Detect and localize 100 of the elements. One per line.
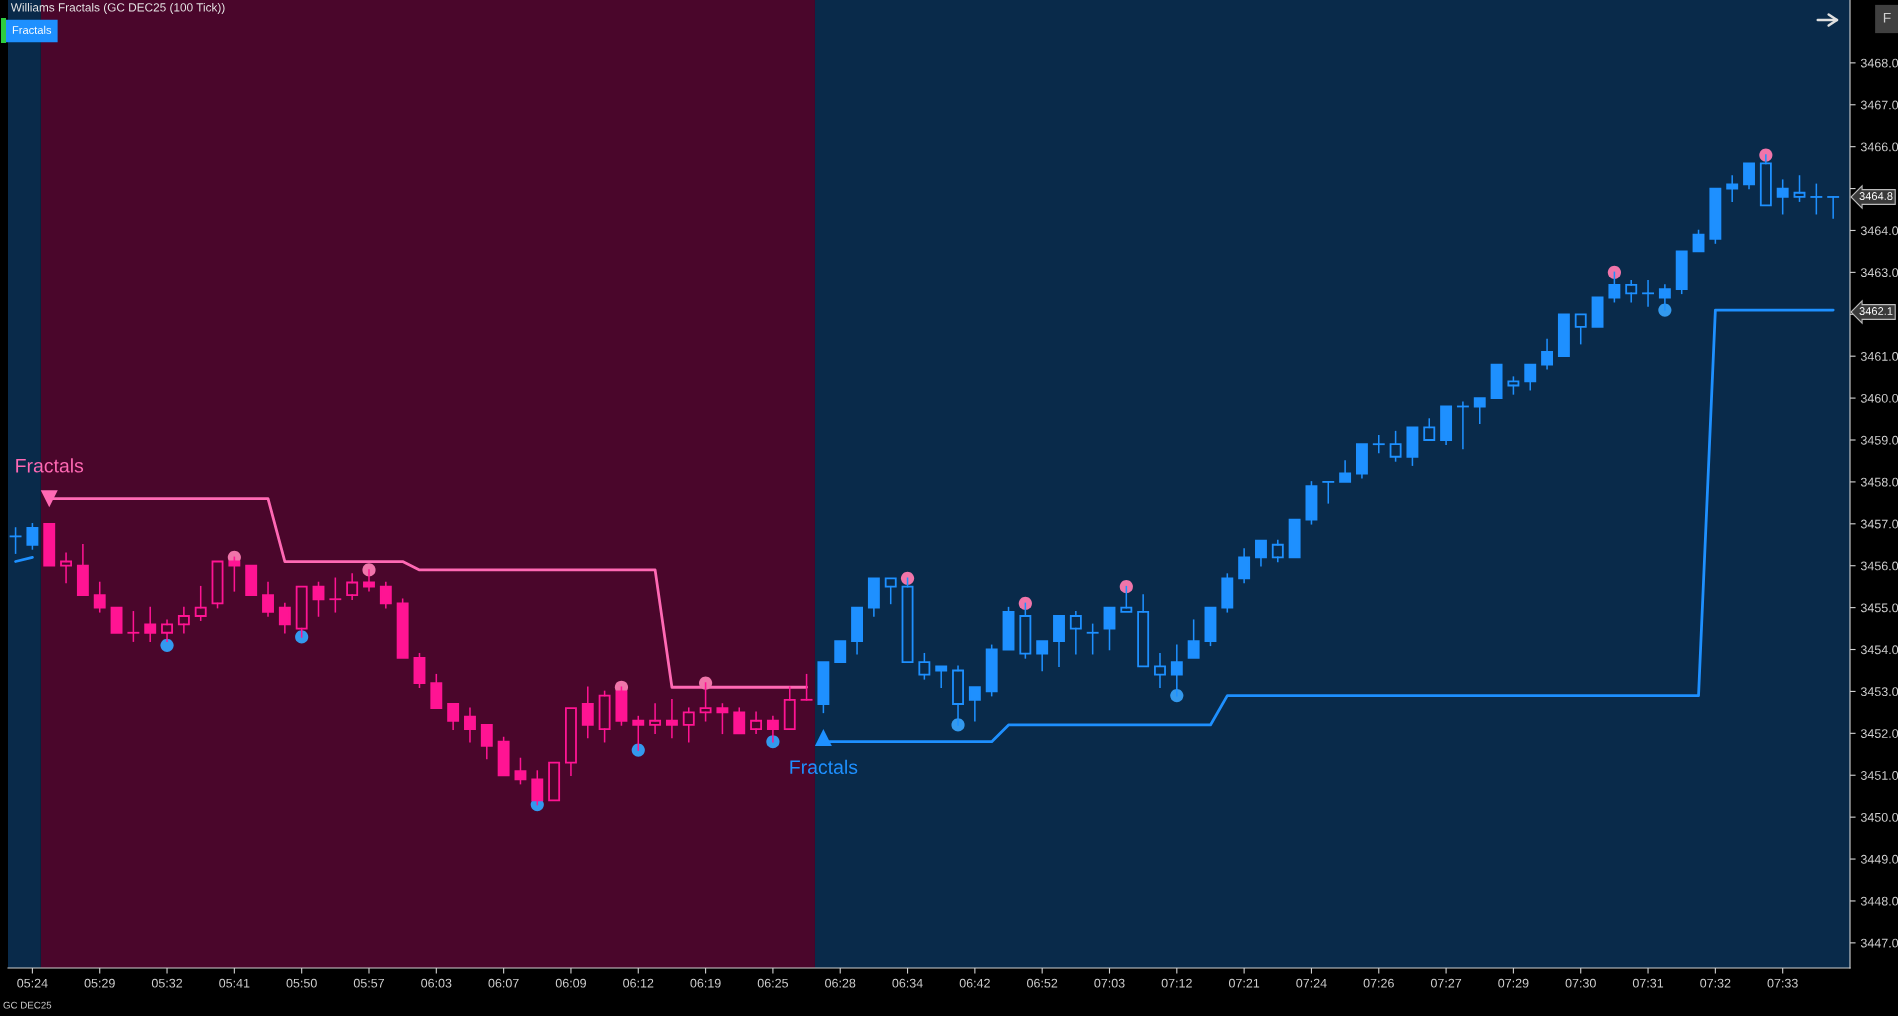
point — [1119, 580, 1133, 594]
candlestick — [278, 602, 291, 634]
candlestick — [716, 703, 729, 735]
candlestick — [1423, 418, 1436, 441]
y-tick-label: 3455.0 — [1860, 603, 1898, 613]
series-label: Fractals — [790, 759, 858, 775]
x-tick-label: 06:09 — [555, 978, 586, 988]
candlestick — [1053, 615, 1065, 668]
x-tick-label: 06:19 — [690, 978, 721, 988]
point — [631, 743, 645, 757]
point — [699, 676, 713, 690]
candlestick — [1743, 162, 1755, 190]
y-tick-label: 3454.0 — [1860, 645, 1898, 655]
series-label: Fractals — [16, 458, 84, 473]
x-tick-label: 05:41 — [219, 978, 250, 988]
x-tick-label: 07:27 — [1430, 978, 1462, 988]
candlestick — [665, 699, 678, 739]
x-tick-label: 06:07 — [488, 978, 519, 988]
candlestick — [1709, 187, 1722, 244]
candlestick — [1187, 619, 1200, 659]
y-tick-label: 3464.0 — [1860, 226, 1898, 236]
x-tick-label: 07:33 — [1767, 978, 1798, 988]
candlestick — [1473, 397, 1486, 425]
candlestick — [76, 543, 89, 596]
x-tick-label: 05:32 — [151, 978, 183, 988]
y-tick-label: 3468.0 — [1860, 58, 1898, 68]
candlestick — [1238, 548, 1251, 584]
y-tick-label: 3450.0 — [1860, 812, 1898, 822]
x-tick-label: 05:50 — [286, 978, 317, 988]
candlestick — [1221, 573, 1234, 613]
y-tick-label: 3452.0 — [1860, 729, 1898, 738]
x-tick-label: 07:29 — [1498, 978, 1529, 988]
candlestick — [1255, 539, 1267, 567]
x-tick-label: 06:52 — [1027, 978, 1058, 988]
candlestick — [1271, 539, 1284, 563]
y-tick-label: 3460.0 — [1860, 393, 1898, 403]
x-tick-label: 06:12 — [623, 978, 654, 988]
candlestick — [1069, 611, 1082, 655]
point — [160, 638, 174, 652]
candlestick — [177, 606, 190, 634]
candlestick — [750, 711, 763, 735]
y-tick-label: 3467.0 — [1860, 100, 1898, 110]
x-tick-label: 05:57 — [353, 978, 385, 988]
x-tick-label: 07:30 — [1565, 978, 1596, 988]
candlestick — [1827, 196, 1840, 219]
candlestick — [1103, 606, 1116, 651]
x-tick-label: 05:24 — [17, 978, 48, 988]
candlestick — [1642, 279, 1654, 307]
y-tick-label: 3466.0 — [1860, 142, 1898, 152]
candlestick — [867, 577, 880, 617]
candlestick — [26, 523, 39, 550]
x-tick-label: 07:26 — [1363, 978, 1394, 988]
candlestick — [1625, 279, 1638, 303]
point — [814, 729, 832, 747]
x-tick-label: 06:34 — [892, 978, 923, 988]
y-tick-label: 3453.0 — [1860, 687, 1898, 697]
y-tick-label: 3451.0 — [1860, 771, 1898, 780]
candlestick — [60, 552, 73, 584]
candlestick — [346, 573, 359, 601]
candlestick — [144, 606, 157, 642]
text: 3464.8 — [1859, 192, 1893, 200]
candlestick — [682, 707, 695, 743]
candlestick — [1524, 363, 1537, 391]
point — [295, 630, 309, 644]
x-tick-label: 06:28 — [825, 978, 856, 988]
candlestick — [245, 564, 258, 596]
point — [900, 571, 915, 585]
candlestick — [1154, 652, 1166, 689]
x-tick-label: 05:29 — [84, 978, 115, 988]
point — [1018, 596, 1032, 611]
candlestick — [1726, 175, 1739, 202]
candlestick — [935, 665, 948, 689]
x-tick-label: 07:12 — [1161, 978, 1192, 988]
x-tick-label: 07:03 — [1094, 978, 1125, 988]
candlestick — [1137, 594, 1150, 668]
candlestick — [464, 707, 476, 743]
candlestick — [1440, 405, 1453, 445]
candlestick — [110, 606, 123, 634]
point — [40, 490, 58, 508]
y-tick-label: 3457.0 — [1860, 519, 1898, 529]
candlestick — [1322, 480, 1335, 504]
candlestick — [480, 724, 493, 760]
candlestick — [1355, 443, 1368, 479]
candlestick — [733, 707, 746, 735]
candlestick — [1372, 435, 1385, 454]
text: GC DEC25 — [3, 1001, 52, 1009]
text: 3462.1 — [1859, 307, 1893, 315]
y-tick-label: 3448.0 — [1860, 896, 1898, 906]
y-tick-label: 3447.0 — [1860, 938, 1898, 948]
candlestick — [1490, 363, 1503, 400]
candlestick — [1675, 250, 1688, 295]
annotation: Fractals — [12, 25, 52, 34]
candlestick — [1036, 640, 1049, 672]
y-tick-label: 3458.0 — [1860, 477, 1898, 487]
y-tick-label: 3456.0 — [1860, 561, 1898, 571]
text: F — [1883, 13, 1891, 23]
candlestick — [1591, 296, 1604, 328]
candlestick — [1541, 338, 1554, 370]
x-tick-label: 06:42 — [959, 978, 990, 988]
x-tick-label: 07:21 — [1228, 978, 1260, 988]
